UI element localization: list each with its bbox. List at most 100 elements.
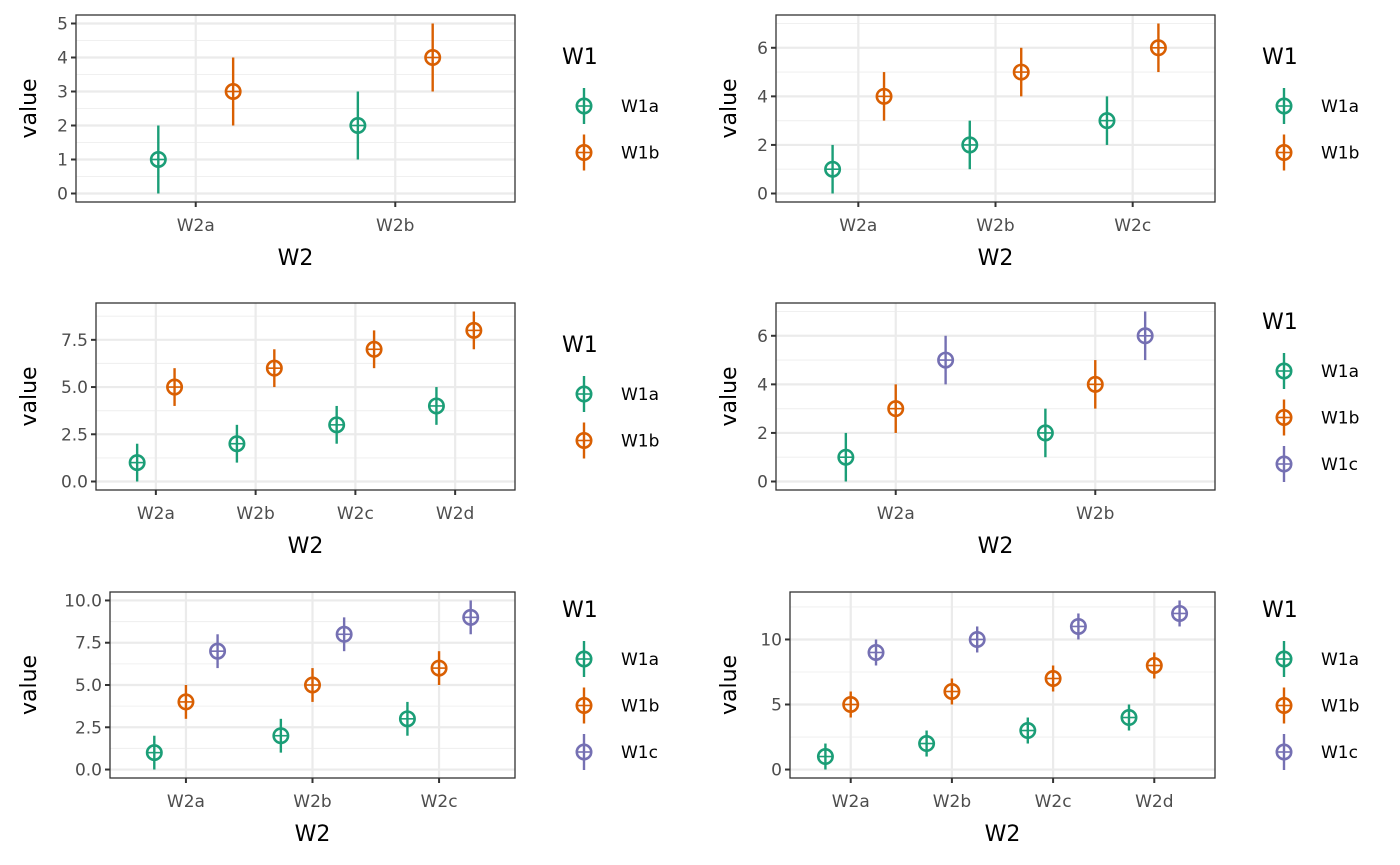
series-W1b <box>887 360 1104 433</box>
data-point <box>424 48 442 66</box>
legend-label: W1c <box>1321 455 1358 475</box>
data-point <box>209 642 227 660</box>
panel-5: 0.0 2.5 5.0 7.5 10.0 W2a W2b W2c W2 value W1 W1a W1b… <box>17 591 659 847</box>
data-point <box>824 160 842 178</box>
data-point <box>1036 424 1054 442</box>
series-W1c <box>937 311 1154 385</box>
panel-border <box>775 302 1216 491</box>
legend-key-point <box>1275 455 1293 473</box>
legend-title: W1 <box>562 45 598 70</box>
x-tick-label: W2c <box>421 792 458 812</box>
panel-border <box>75 14 516 203</box>
data-point <box>335 625 353 643</box>
legend-label: W1a <box>621 385 659 405</box>
x-tick-label: W2a <box>167 792 205 812</box>
legend-label: W1a <box>621 650 659 670</box>
y-axis-title: value <box>717 366 742 426</box>
legend-key-point <box>575 743 593 761</box>
series-W1c <box>867 600 1189 666</box>
data-point <box>887 400 905 418</box>
x-tick-label: W2b <box>293 792 331 812</box>
x-axis-title: W2 <box>978 534 1014 559</box>
y-tick-label: 7.5 <box>61 331 88 351</box>
y-axis-title: value <box>17 366 42 426</box>
legend-key-point <box>575 97 593 115</box>
data-point <box>149 151 167 169</box>
legend-title: W1 <box>1262 45 1298 70</box>
data-point <box>145 744 163 762</box>
y-tick-label: 0 <box>771 761 782 781</box>
x-tick-label: W2b <box>976 216 1014 236</box>
y-tick-label: 2.5 <box>61 425 88 445</box>
data-point <box>265 359 283 377</box>
y-tick-label: 6 <box>757 39 768 59</box>
data-point <box>1012 63 1030 81</box>
legend: W1 W1a W1b <box>562 333 659 459</box>
y-tick-label: 4 <box>757 87 768 107</box>
legend: W1 W1a W1b W1c <box>1262 310 1359 482</box>
x-tick-label: W2d <box>1135 792 1173 812</box>
data-point <box>228 435 246 453</box>
series-W1a <box>837 408 1054 482</box>
y-tick-label: 0 <box>57 185 68 205</box>
data-point <box>462 608 480 626</box>
data-point <box>837 448 855 466</box>
series-W1a <box>145 701 416 770</box>
legend-item-W1c: W1c <box>1275 734 1358 770</box>
y-tick-label: 7.5 <box>75 634 102 654</box>
x-tick-label: W2a <box>877 504 915 524</box>
legend-item-W1a: W1a <box>575 376 659 412</box>
y-tick-label: 1 <box>57 151 68 171</box>
y-tick-label: 0.0 <box>61 473 88 493</box>
series-W1b <box>842 652 1163 718</box>
legend-item-W1c: W1c <box>575 734 658 770</box>
data-point <box>1120 709 1138 727</box>
legend-key-point <box>575 696 593 714</box>
legend: W1 W1a W1b <box>1262 45 1359 171</box>
y-tick-label: 0.0 <box>75 761 102 781</box>
x-tick-label: W2a <box>177 216 215 236</box>
legend-item-W1b: W1b <box>575 687 659 724</box>
data-point <box>398 710 416 728</box>
data-point <box>349 117 367 135</box>
legend-label: W1b <box>621 432 659 452</box>
x-tick-label: W2b <box>236 504 274 524</box>
legend-label: W1b <box>1321 144 1359 164</box>
legend-key-point <box>575 144 593 162</box>
legend-label: W1a <box>1321 362 1359 382</box>
y-tick-label: 10.0 <box>64 591 102 611</box>
y-tick-label: 0 <box>757 185 768 205</box>
data-point <box>1145 656 1163 674</box>
y-tick-label: 5 <box>771 696 782 716</box>
data-point <box>166 378 184 396</box>
legend-item-W1a: W1a <box>1275 353 1359 389</box>
legend-key-point <box>1275 408 1293 426</box>
plot-background <box>776 303 1215 490</box>
data-point <box>328 416 346 434</box>
legend: W1 W1a W1b W1c <box>562 598 659 770</box>
x-tick-label: W2d <box>436 504 474 524</box>
y-tick-label: 10 <box>760 630 782 650</box>
x-tick-label: W2a <box>832 792 870 812</box>
panel-1: 0 1 2 3 4 5 W2a W2b W2 value W1 W1a W1b <box>17 14 659 271</box>
legend-item-W1a: W1a <box>1275 88 1359 124</box>
y-tick-label: 4 <box>57 49 68 69</box>
legend-key-point <box>1275 144 1293 162</box>
legend-label: W1a <box>1321 97 1359 117</box>
data-point <box>968 630 986 648</box>
x-axis-title: W2 <box>985 822 1021 847</box>
y-tick-label: 5 <box>57 15 68 35</box>
series-W1c <box>209 600 480 669</box>
x-tick-label: W2b <box>933 792 971 812</box>
series-W1b <box>166 311 483 406</box>
plot-background <box>96 303 515 490</box>
y-tick-label: 6 <box>757 327 768 347</box>
legend-label: W1a <box>621 97 659 117</box>
data-point <box>272 727 290 745</box>
data-point <box>842 696 860 714</box>
x-axis-title: W2 <box>978 246 1014 271</box>
series-W1a <box>816 704 1138 770</box>
series-W1a <box>128 387 445 482</box>
data-point <box>1136 327 1154 345</box>
